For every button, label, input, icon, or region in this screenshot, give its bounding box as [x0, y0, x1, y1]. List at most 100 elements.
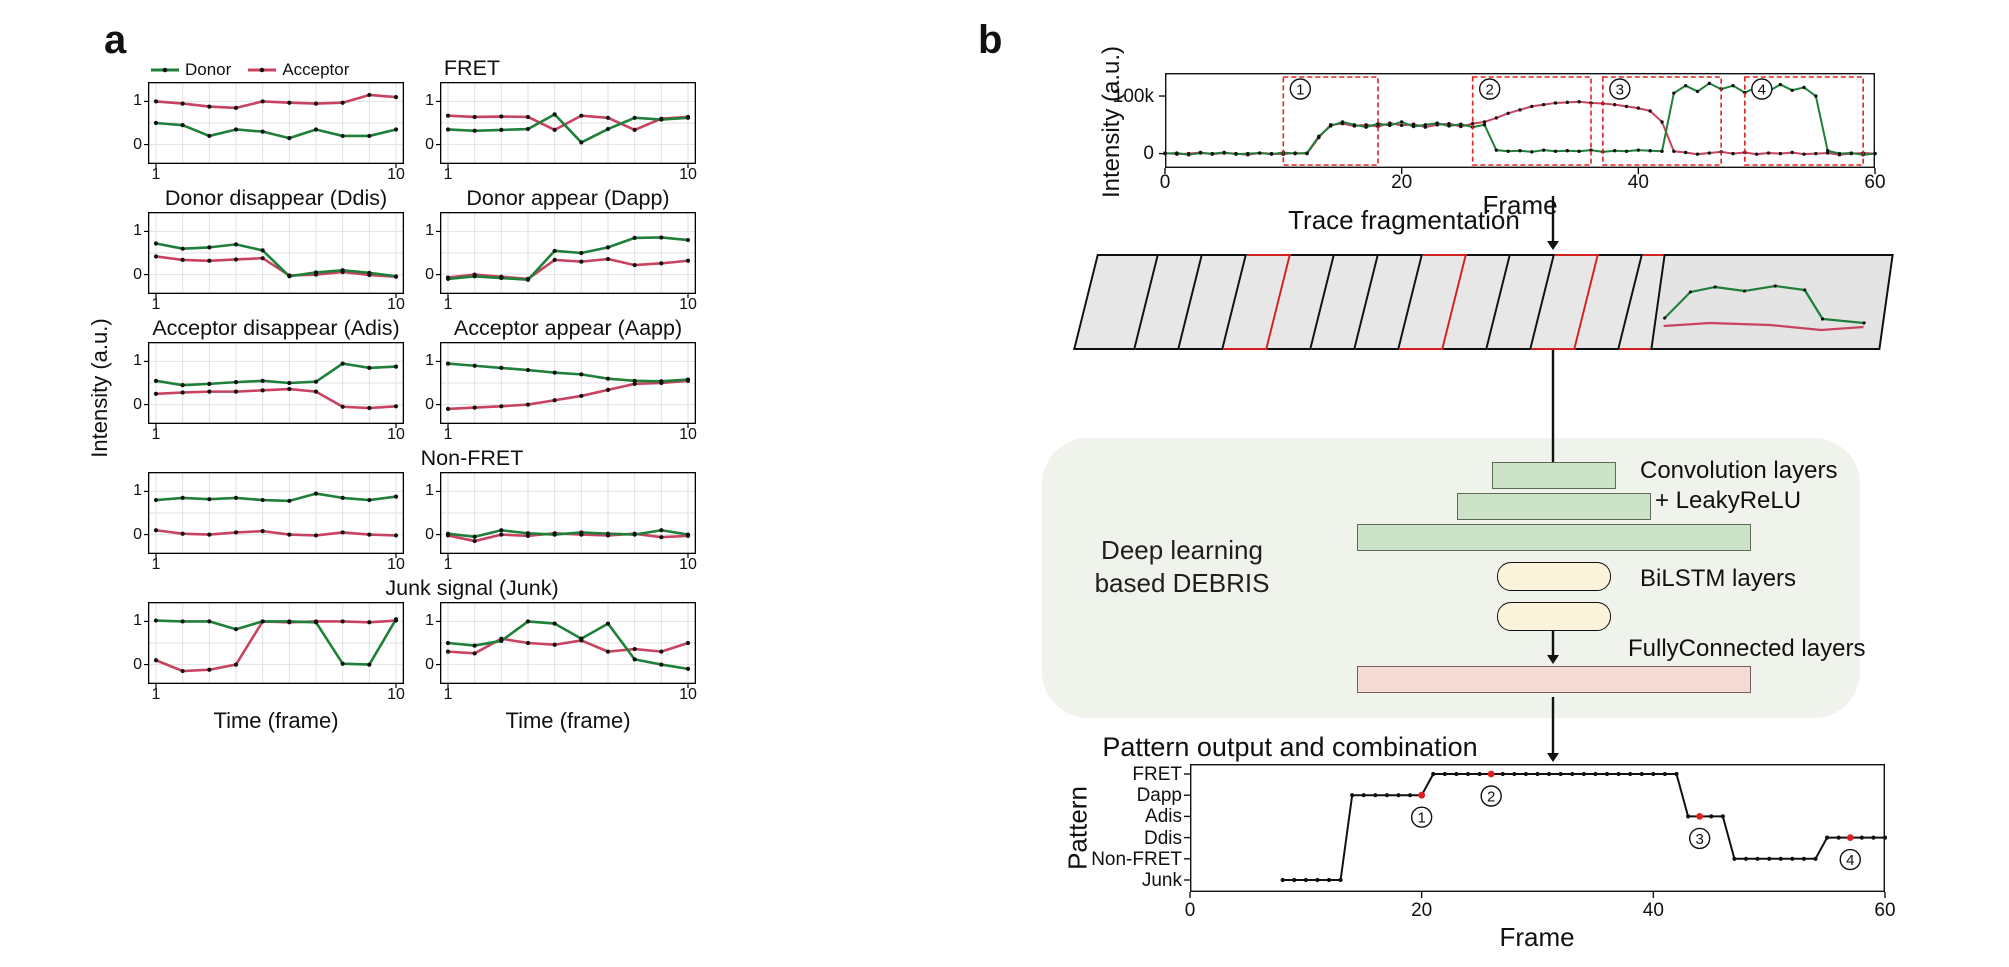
- donor-series: [155, 618, 398, 666]
- flow-arrow-down: [1547, 631, 1559, 664]
- pattern-x-axis-label: Frame: [1499, 922, 1575, 952]
- legend: Donor Acceptor: [150, 58, 365, 82]
- donor-series: [155, 492, 397, 503]
- x-tick-label: 0: [1159, 172, 1171, 193]
- x-tick-label: 60: [1874, 900, 1896, 921]
- chart-row-titles: Donor disappear (Ddis) Donor appear (Dapp…: [128, 186, 748, 212]
- mini-chart: 1 0 1 10: [425, 81, 697, 184]
- x-tick: 1: [151, 166, 161, 183]
- y-tick: 0: [425, 395, 434, 413]
- chart-row-titles: FRET: [128, 56, 748, 82]
- x-ticks: 1 10: [148, 684, 405, 704]
- panel-a-x-axis-labels: Time (frame) Time (frame): [148, 708, 748, 736]
- mini-chart: 1 0 1 10: [133, 341, 405, 444]
- x-tick-label: 40: [1642, 900, 1664, 921]
- pattern-dots: [1280, 771, 1888, 883]
- debris-title: Deep learning based DEBRIS: [1052, 534, 1312, 600]
- pattern-x-ticks: 0 20 40 60: [1185, 900, 1896, 922]
- combination-markers: 1 2 3 4: [1410, 770, 1861, 871]
- data-point-dots: [445, 619, 691, 671]
- conv-layers-label: Convolution layers: [1640, 457, 1838, 484]
- x-ticks: 1 10: [440, 554, 697, 574]
- chart-title: Acceptor disappear (Adis): [152, 316, 400, 340]
- chart-row-titles: Acceptor disappear (Adis) Acceptor appear…: [128, 316, 748, 342]
- y-tick: 1: [133, 222, 142, 240]
- x-tick: 10: [679, 686, 697, 703]
- chart-row: FRET 1 0 1 10 1 0 1 10: [128, 56, 748, 184]
- x-tick-label: 60: [1864, 172, 1886, 193]
- donor-line-swatch: [151, 67, 179, 73]
- svg-text:4: 4: [1758, 82, 1766, 99]
- legend-item-donor: Donor: [150, 60, 231, 80]
- pattern-output-chart: 1 2 3 4: [1184, 763, 1888, 898]
- x-tick: 10: [387, 556, 405, 573]
- data-point-dots: [153, 361, 399, 411]
- chart-title: Donor appear (Dapp): [466, 186, 670, 210]
- svg-text:3: 3: [1616, 82, 1624, 99]
- legend-label: Acceptor: [282, 60, 350, 79]
- fullyconnected-label: FullyConnected layers: [1628, 635, 1866, 662]
- pattern-category-label: Junk: [1141, 870, 1182, 891]
- donor-series: [447, 113, 689, 144]
- x-ticks: 1 10: [148, 554, 405, 574]
- x-ticks: 1 10: [148, 294, 405, 314]
- mini-chart-plot: [436, 601, 696, 688]
- donor-series: [447, 528, 689, 539]
- mini-chart-plot: [436, 341, 696, 428]
- data-point-dots: [153, 241, 399, 279]
- mini-chart: 1 0 1 10: [133, 601, 405, 704]
- donor-series: [447, 236, 689, 282]
- mini-chart: 1 0 1 10: [133, 471, 405, 574]
- pattern-category-label: Ddis: [1143, 827, 1182, 849]
- mini-chart-plot: [144, 471, 404, 558]
- chart-row: Donor disappear (Ddis) Donor appear (Dapp…: [128, 186, 748, 314]
- x-tick: 1: [151, 426, 161, 443]
- trace-y-tick-100k: 100k: [1112, 86, 1154, 107]
- mini-chart: 1 0 1 10: [425, 341, 697, 444]
- donor-series: [155, 242, 397, 278]
- y-tick: 0: [133, 525, 142, 543]
- y-tick: 1: [425, 352, 434, 370]
- x-tick: 10: [387, 296, 405, 313]
- pattern-y-axis-label-text: Pattern: [1062, 786, 1093, 870]
- time-frame-label-right: Time (frame): [505, 708, 631, 733]
- acceptor-series: [155, 255, 397, 279]
- acceptor-line-swatch: [248, 67, 277, 73]
- donor-series: [155, 362, 397, 387]
- y-tick: 1: [425, 482, 434, 500]
- x-tick: 10: [387, 686, 405, 703]
- svg-text:4: 4: [1846, 852, 1854, 869]
- pattern-category-label: FRET: [1132, 764, 1182, 785]
- debris-title-line2: based DEBRIS: [1094, 568, 1270, 598]
- mini-chart: 1 0 1 10: [425, 211, 697, 314]
- chart-title: Junk signal (Junk): [385, 576, 559, 600]
- legend-label: Donor: [185, 60, 232, 79]
- x-tick: 1: [443, 166, 453, 183]
- flow-arrow-down: [1547, 697, 1559, 762]
- x-tick: 1: [443, 686, 453, 703]
- x-ticks: 1 10: [148, 424, 405, 444]
- chart-row: Non-FRET 1 0 1 10 1 0 1 10: [128, 446, 748, 574]
- data-point-dots: [153, 92, 399, 141]
- y-tick: 1: [425, 222, 434, 240]
- conv-layer-block-1: [1492, 462, 1616, 489]
- chart-row-charts: 1 0 1 10 1 0 1 10: [128, 341, 748, 444]
- donor-series: [447, 362, 689, 383]
- data-point-dots: [153, 491, 399, 538]
- x-tick: 1: [443, 426, 453, 443]
- chart-row-charts: 1 0 1 10 1 0 1 10: [128, 471, 748, 574]
- grid: [148, 212, 404, 294]
- x-tick: 1: [443, 296, 453, 313]
- svg-text:2: 2: [1487, 789, 1495, 806]
- y-tick: 1: [133, 482, 142, 500]
- conv-layer-block-2: [1457, 493, 1651, 520]
- x-ticks: 1 10: [440, 164, 697, 184]
- x-tick: 10: [679, 166, 697, 183]
- acceptor-series: [447, 637, 689, 655]
- x-tick: 10: [679, 556, 697, 573]
- data-point-dots: [445, 235, 691, 282]
- grid: [440, 342, 696, 424]
- mini-chart-plot: [144, 211, 404, 298]
- trace-x-axis-label: Frame: [1482, 190, 1558, 220]
